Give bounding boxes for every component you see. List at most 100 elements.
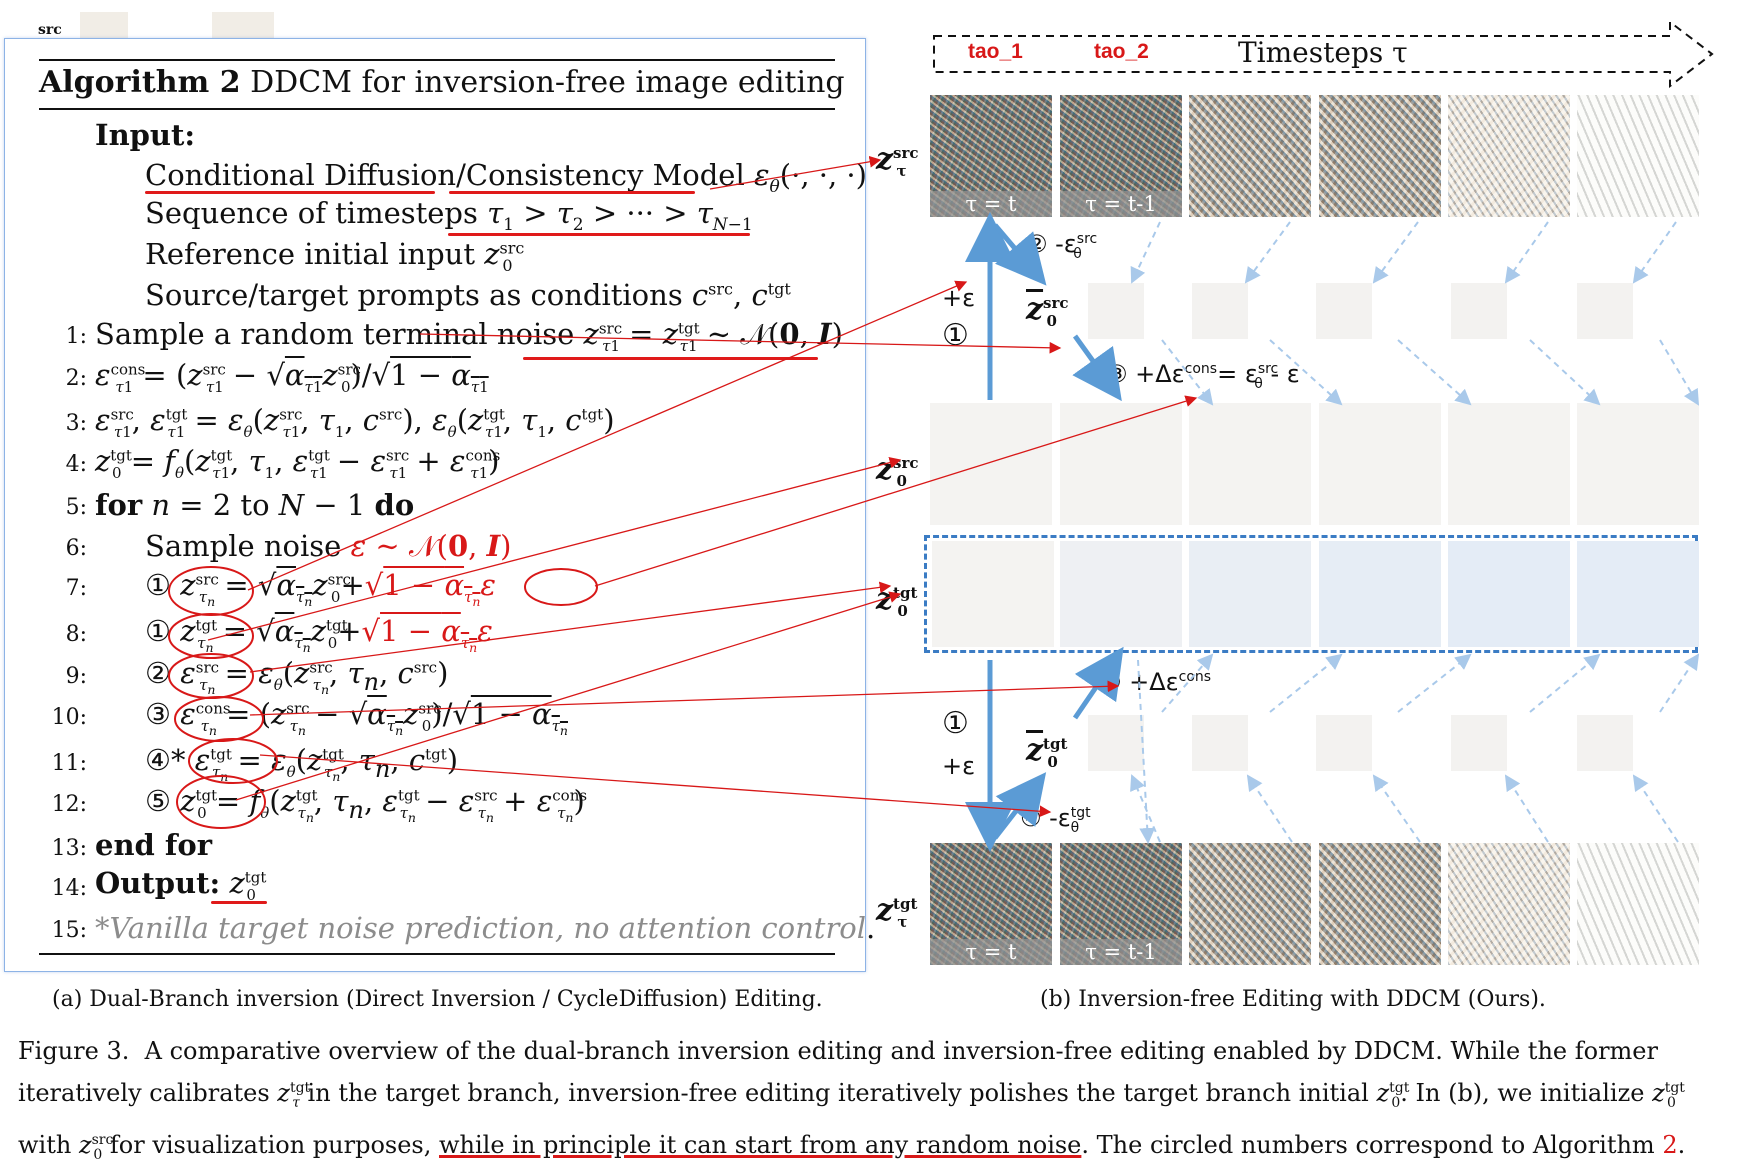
timesteps-label: Timesteps τ (1238, 36, 1408, 69)
z0-tgt-3 (1189, 541, 1311, 647)
label-z-tau-tgt: ztgtτ (876, 893, 918, 931)
z0-src-1 (930, 403, 1052, 525)
z0-tgt-6 (1577, 541, 1699, 647)
op-1-bottom-circle: ① (942, 706, 969, 741)
pred-src-4 (1451, 283, 1507, 339)
algo-line-2: εconsτ1 = (zsrcτ1 − √ατ1zsrc0)/√1 − ατ1 (95, 358, 489, 396)
noise-src-6 (1577, 95, 1699, 217)
caption-line-1: Figure 3. A comparative overview of the … (18, 1037, 1658, 1065)
pred-tgt-3 (1316, 715, 1372, 771)
z0-src-5 (1448, 403, 1570, 525)
underline-terminal-noise (523, 357, 818, 360)
pred-tgt-2 (1192, 715, 1248, 771)
underline-consistency-model (449, 191, 695, 194)
z0-src-3 (1189, 403, 1311, 525)
line-number-11: 11: (51, 751, 87, 776)
noise-src-4 (1319, 95, 1441, 217)
algo-line-3: εsrcτ1, εtgtτ1 = εθ(zsrcτ1, τ1, csrc), ε… (95, 403, 615, 441)
line-number-14: 14: (51, 876, 87, 901)
algorithm-panel: Algorithm 2 DDCM for inversion-free imag… (4, 38, 875, 972)
noise-tgt-t: τ = t (930, 843, 1052, 965)
z0-tgt-5 (1448, 541, 1570, 647)
top-rule (39, 59, 835, 61)
noise-tgt-t-1: τ = t-1 (1060, 843, 1182, 965)
annotation-ellipses (168, 566, 598, 829)
algo-line-13: end for (95, 828, 213, 862)
z0-tgt-1 (932, 541, 1054, 647)
underline-timesteps (448, 233, 750, 236)
noise-src-3 (1189, 95, 1311, 217)
pred-src-5 (1577, 283, 1633, 339)
title-rule (39, 108, 835, 110)
algo-line-14: Output: ztgt0 (95, 866, 267, 904)
algo-line-1: Sample a random terminal noise zsrcτ1 = … (95, 317, 843, 355)
noise-tgt-4 (1319, 843, 1441, 965)
algo-line-8: ① ztgtτn = √ατnztgt0+√1 − ατnε (145, 614, 493, 655)
algo-line-9: ② εsrcτn = εθ(zsrcτn, τn, csrc) (145, 656, 449, 697)
z0-tgt-4 (1319, 541, 1441, 647)
z0-src-2 (1060, 403, 1182, 525)
caption-a: (a) Dual-Branch inversion (Direct Invers… (52, 987, 823, 1012)
connector-arrows (207, 155, 1700, 852)
algorithm-number: Algorithm 2 (39, 65, 241, 100)
op-1-top-circle: ① (942, 318, 969, 353)
input-reference: Reference initial input zsrc0 (145, 237, 525, 275)
line-number-15: 15: (51, 918, 87, 943)
algorithm-name: DDCM for inversion-free image editing (240, 65, 845, 100)
line-number-7: 7: (65, 576, 87, 601)
noise-tgt-6 (1577, 843, 1699, 965)
line-number-8: 8: (65, 622, 87, 647)
tau-tag: τ = t-1 (1060, 939, 1182, 965)
algo-line-5: for n = 2 to N − 1 do (95, 488, 415, 522)
line-number-2: 2: (65, 366, 87, 391)
caption-line-2: iteratively calibrates ztgtτ in the targ… (18, 1079, 1685, 1111)
line-number-4: 4: (65, 452, 87, 477)
pred-src-3 (1316, 283, 1372, 339)
pred-src-1 (1088, 283, 1144, 339)
pred-tgt-4 (1451, 715, 1507, 771)
z0-src-4 (1319, 403, 1441, 525)
tau-tag: τ = t-1 (1060, 191, 1182, 217)
line-number-6: 6: (65, 536, 87, 561)
line-number-10: 10: (51, 705, 87, 730)
line-number-12: 12: (51, 792, 87, 817)
algo-line-4: ztgt0 = fθ(ztgtτ1, τ1, εtgtτ1 − εsrcτ1 +… (95, 444, 501, 482)
tao-1-label: tao_1 (968, 40, 1023, 63)
caption-line-3: with zsrc0 for visualization purposes, w… (18, 1130, 1686, 1163)
algo-line-12: ⑤ ztgt0 = fθ(ztgtτn, τn, εtgtτn − εsrcτn… (145, 784, 588, 825)
underline-output (211, 901, 267, 904)
algorithm-title: Algorithm 2 DDCM for inversion-free imag… (39, 65, 845, 100)
algo-line-15: *Vanilla target noise prediction, no att… (95, 911, 876, 945)
caption-b: (b) Inversion-free Editing with DDCM (Ou… (1040, 987, 1546, 1012)
tau-tag: τ = t (930, 939, 1052, 965)
label-z0-bar-src: zsrc0 (1026, 292, 1069, 330)
line-number-9: 9: (65, 664, 87, 689)
figure-caption: Figure 3. A comparative overview of the … (18, 1033, 1733, 1174)
timeline-arrow (933, 19, 1714, 89)
header-snippet-label: src (38, 22, 62, 38)
noise-src-t: τ = t (930, 95, 1052, 217)
noise-tgt-5 (1448, 843, 1570, 965)
pred-tgt-5 (1577, 715, 1633, 771)
line-number-13: 13: (51, 836, 87, 861)
label-z0-bar-tgt: ztgt0 (1026, 733, 1068, 771)
noise-src-t-1: τ = t-1 (1060, 95, 1182, 217)
noise-tgt-3 (1189, 843, 1311, 965)
header-thumb-1 (80, 12, 128, 38)
noise-src-5 (1448, 95, 1570, 217)
algo-line-10: ③ εconsτn = (zsrcτn − √ατnzsrc0)/√1 − ατ… (145, 697, 568, 738)
label-z-tau-src: zsrcτ (876, 142, 919, 180)
line-number-1: 1: (65, 324, 87, 349)
input-prompts: Source/target prompts as conditions csrc… (145, 278, 791, 312)
input-model: Conditional Diffusion/Consistency Model … (145, 158, 867, 197)
header-thumb-2 (212, 12, 274, 38)
z0-src-6 (1577, 403, 1699, 525)
input-label: Input: (95, 118, 196, 152)
pred-src-2 (1192, 283, 1248, 339)
algo-line-7: ① zsrcτn = √ατnzsrc0+√1 − ατnε (145, 568, 496, 609)
op-1-bottom-plus: +ε (942, 752, 976, 780)
z0-tgt-2 (1060, 541, 1182, 647)
line-number-3: 3: (65, 411, 87, 436)
line-number-5: 5: (65, 495, 87, 520)
underline-cond-diffusion (145, 191, 435, 194)
